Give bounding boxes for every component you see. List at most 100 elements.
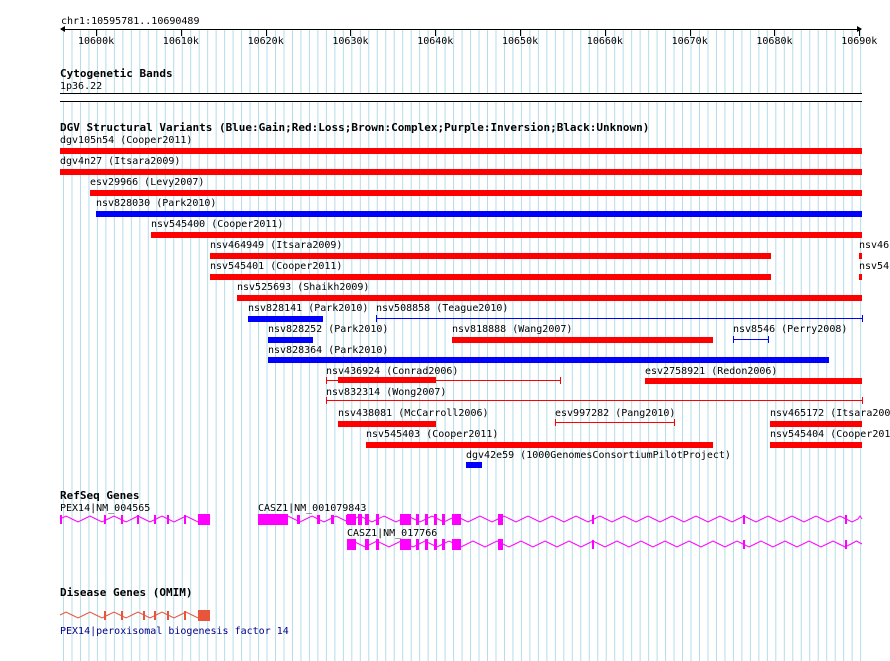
refseq-track-title[interactable]: RefSeq Genes — [60, 489, 140, 502]
dgv-feature-bar[interactable] — [770, 421, 862, 427]
dgv-feature-label[interactable]: nsv525693 (Shaikh2009) — [237, 282, 370, 293]
dgv-feature-line[interactable] — [555, 422, 674, 423]
dgv-feature-bar[interactable] — [268, 337, 313, 343]
dgv-feature-label[interactable]: nsv828252 (Park2010) — [268, 324, 389, 335]
dgv-feature-label[interactable]: nsv464949 (Itsara2009) — [210, 240, 343, 251]
ruler-tick — [435, 29, 437, 36]
dgv-feature-label[interactable]: nsv438081 (McCarroll2006) — [338, 408, 489, 419]
dgv-feature-bar[interactable] — [466, 462, 482, 468]
ruler-tick — [350, 29, 352, 36]
dgv-feature-endcap — [862, 397, 863, 404]
dgv-feature-label[interactable]: nsv54 — [859, 261, 890, 272]
dgv-feature-endcap — [376, 315, 377, 322]
dgv-feature-bar[interactable] — [248, 316, 323, 322]
dgv-feature-label[interactable]: nsv46 — [859, 240, 890, 251]
dgv-feature-bar[interactable] — [96, 211, 862, 217]
omim-track-title[interactable]: Disease Genes (OMIM) — [60, 586, 193, 599]
dgv-feature-label[interactable]: nsv828141 (Park2010) — [248, 303, 369, 314]
dgv-feature-bar[interactable] — [338, 421, 436, 427]
dgv-feature-label[interactable]: nsv545401 (Cooper2011) — [210, 261, 343, 272]
dgv-feature-bar[interactable] — [859, 274, 862, 280]
dgv-feature-label[interactable]: nsv8546 (Perry2008) — [733, 324, 848, 335]
dgv-feature-label[interactable]: dgv4n27 (Itsara2009) — [60, 156, 181, 167]
ruler-tick — [689, 29, 691, 36]
dgv-feature-endcap — [555, 419, 556, 426]
dgv-feature-label[interactable]: nsv545400 (Cooper2011) — [151, 219, 284, 230]
omim-exon — [167, 611, 169, 620]
casz1-short-exon — [376, 539, 379, 550]
ruler-position: chr1:10595781..10690489 — [61, 16, 200, 27]
dgv-feature-bar[interactable] — [210, 274, 771, 280]
dgv-feature-bar[interactable] — [151, 232, 862, 238]
casz1-long-exon — [400, 514, 411, 525]
ruler-tick-label: 10680k — [756, 36, 793, 47]
dgv-feature-endcap — [674, 419, 675, 426]
dgv-feature-endcap — [326, 397, 327, 404]
ruler-tick-label: 10610k — [162, 36, 199, 47]
dgv-track-title[interactable]: DGV Structural Variants (Blue:Gain;Red:L… — [60, 121, 650, 134]
dgv-feature-line[interactable] — [326, 400, 862, 401]
dgv-feature-endcap — [733, 336, 734, 343]
dgv-feature-bar[interactable] — [268, 357, 829, 363]
casz1-long-exon — [592, 515, 594, 524]
ruler-left-arrow — [60, 26, 65, 32]
dgv-feature-label[interactable]: nsv545403 (Cooper2011) — [366, 429, 499, 440]
ruler-tick-label: 10620k — [247, 36, 284, 47]
cyto-track-title[interactable]: Cytogenetic Bands — [60, 67, 173, 80]
cyto-band-label[interactable]: 1p36.22 — [60, 81, 103, 92]
dgv-feature-endcap — [326, 377, 327, 384]
casz1-long-exon — [743, 515, 745, 524]
dgv-feature-label[interactable]: esv997282 (Pang2010) — [555, 408, 676, 419]
dgv-feature-label[interactable]: nsv818888 (Wang2007) — [452, 324, 573, 335]
dgv-feature-label[interactable]: esv29966 (Levy2007) — [90, 177, 205, 188]
cyto-band-bar[interactable] — [60, 93, 862, 102]
ruler-tick — [774, 29, 776, 36]
ruler-tick — [604, 29, 606, 36]
pex14-exon — [154, 515, 156, 524]
dgv-feature-bar[interactable] — [60, 148, 862, 154]
casz1-long-exon — [258, 514, 288, 525]
dgv-feature-bar[interactable] — [90, 190, 862, 196]
dgv-feature-line[interactable] — [376, 318, 862, 319]
gene-label-casz1-short[interactable]: CASZ1|NM_017766 — [347, 528, 438, 539]
dgv-feature-label[interactable]: nsv828364 (Park2010) — [268, 345, 389, 356]
dgv-feature-label[interactable]: nsv832314 (Wong2007) — [326, 387, 447, 398]
dgv-feature-label[interactable]: nsv545404 (Cooper201 — [770, 429, 890, 440]
casz1-short-exon — [743, 540, 745, 549]
dgv-feature-label[interactable]: nsv828030 (Park2010) — [96, 198, 217, 209]
omim-exon — [104, 611, 106, 620]
gene-label-casz1-long[interactable]: CASZ1|NM_001079843 — [258, 503, 367, 514]
dgv-feature-bar[interactable] — [859, 253, 862, 259]
ruler-tick-label: 10650k — [502, 36, 539, 47]
dgv-feature-label[interactable]: nsv508858 (Teague2010) — [376, 303, 509, 314]
dgv-feature-bar[interactable] — [645, 378, 862, 384]
dgv-feature-label[interactable]: nsv465172 (Itsara200 — [770, 408, 890, 419]
dgv-feature-bar[interactable] — [210, 253, 771, 259]
casz1-long-exon — [376, 514, 379, 525]
pex14-exon — [60, 515, 62, 524]
dgv-feature-label[interactable]: dgv42e59 (1000GenomesConsortiumPilotProj… — [466, 450, 731, 461]
pex14-exon — [184, 515, 186, 524]
dgv-feature-bar[interactable] — [366, 442, 713, 448]
dgv-feature-bar[interactable] — [338, 377, 436, 383]
dgv-feature-bar[interactable] — [237, 295, 862, 301]
dgv-feature-line[interactable] — [733, 339, 768, 340]
dgv-feature-bar[interactable] — [452, 337, 713, 343]
omim-gene-label[interactable]: PEX14|peroxisomal biogenesis factor 14 — [60, 626, 289, 637]
casz1-long-exon — [442, 514, 445, 525]
dgv-feature-bar[interactable] — [770, 442, 862, 448]
casz1-short-exon — [425, 539, 428, 550]
ruler-tick — [96, 29, 97, 36]
omim-exon — [143, 611, 145, 620]
dgv-feature-label[interactable]: esv2758921 (Redon2006) — [645, 366, 778, 377]
pex14-exon — [121, 515, 123, 524]
dgv-feature-label[interactable]: nsv436924 (Conrad2006) — [326, 366, 459, 377]
dgv-feature-label[interactable]: dgv105n54 (Cooper2011) — [60, 135, 193, 146]
dgv-feature-line[interactable] — [326, 380, 560, 381]
gene-label-pex14[interactable]: PEX14|NM_004565 — [60, 503, 151, 514]
ruler-tick — [265, 29, 267, 36]
dgv-feature-bar[interactable] — [60, 169, 862, 175]
